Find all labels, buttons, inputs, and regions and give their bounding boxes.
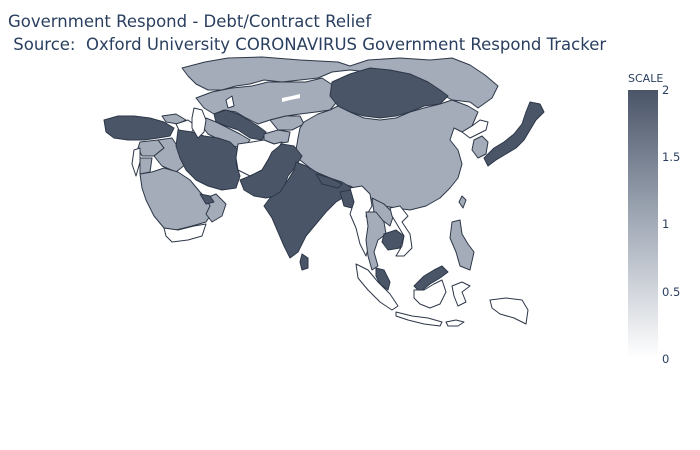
country-nepal[interactable] <box>315 173 343 189</box>
country-sri-lanka[interactable] <box>299 253 309 271</box>
country-thailand[interactable] <box>365 211 387 271</box>
colorbar-tick-0: 0 <box>662 352 670 366</box>
country-uae[interactable] <box>199 193 215 205</box>
country-malaysia[interactable] <box>375 267 391 291</box>
colorbar-tick-0-5: 0.5 <box>662 285 681 299</box>
title-line-1: Government Respond - Debt/Contract Relie… <box>8 12 372 31</box>
lake-balkhash <box>282 94 300 102</box>
colorbar-title: SCALE <box>628 72 664 85</box>
colorbar <box>628 90 658 358</box>
country-indonesia-borneo[interactable] <box>413 279 447 309</box>
country-indonesia-sulawesi[interactable] <box>451 281 471 307</box>
country-turkey[interactable] <box>103 115 175 141</box>
lake-aral <box>225 95 235 109</box>
colorbar-tick-1: 1 <box>662 217 670 231</box>
country-israel[interactable] <box>131 147 141 177</box>
country-north-korea[interactable] <box>461 119 489 139</box>
country-south-korea[interactable] <box>471 135 489 159</box>
country-indonesia-islands[interactable] <box>445 319 465 327</box>
country-iran[interactable] <box>175 129 241 191</box>
colorbar-tick-2: 2 <box>662 83 670 97</box>
country-taiwan[interactable] <box>458 195 467 209</box>
country-indonesia-sumatra[interactable] <box>355 263 399 311</box>
chart-title: Government Respond - Debt/Contract Relie… <box>8 10 606 56</box>
country-philippines[interactable] <box>449 219 475 271</box>
colorbar-tick-1-5: 1.5 <box>662 150 681 164</box>
country-yemen[interactable] <box>163 223 207 243</box>
country-vietnam[interactable] <box>389 205 413 257</box>
lake-caspian <box>191 107 207 139</box>
country-japan[interactable] <box>483 101 545 167</box>
country-indonesia-papua[interactable] <box>489 297 529 325</box>
title-line-2: Source: Oxford University CORONAVIRUS Go… <box>8 35 607 54</box>
country-jordan[interactable] <box>139 157 153 175</box>
country-indonesia-java[interactable] <box>395 311 443 327</box>
country-malaysia-borneo[interactable] <box>413 265 449 293</box>
country-cambodia[interactable] <box>381 229 405 251</box>
